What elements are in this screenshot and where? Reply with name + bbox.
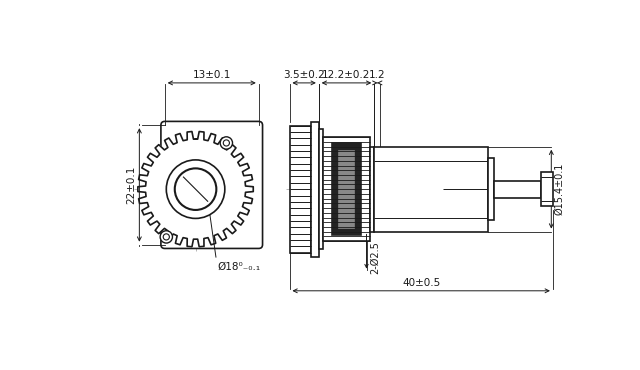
Text: 12.2±0.2: 12.2±0.2 (323, 70, 371, 80)
Bar (369, 147, 374, 232)
Bar (289, 126, 311, 253)
Bar (339, 151, 354, 228)
FancyBboxPatch shape (161, 121, 262, 248)
Circle shape (175, 168, 216, 210)
Polygon shape (138, 131, 253, 247)
Bar (332, 143, 361, 235)
Text: 13±0.1: 13±0.1 (193, 70, 231, 80)
Bar (374, 147, 488, 232)
Circle shape (166, 160, 225, 218)
Bar (323, 137, 369, 241)
Circle shape (160, 231, 172, 243)
Text: 2-Ø2.5: 2-Ø2.5 (369, 241, 380, 274)
Bar (311, 122, 319, 256)
Bar (541, 172, 553, 206)
Circle shape (223, 140, 230, 146)
Bar (488, 158, 494, 220)
Circle shape (220, 137, 232, 149)
Text: 3.5±0.2: 3.5±0.2 (284, 70, 325, 80)
Text: 22±0.1: 22±0.1 (126, 166, 136, 204)
Text: 1.2: 1.2 (369, 70, 385, 80)
Text: Ø18⁰₋₀.₁: Ø18⁰₋₀.₁ (218, 262, 261, 272)
Circle shape (163, 234, 170, 240)
Bar (319, 130, 323, 249)
Bar (494, 181, 541, 198)
Text: Ø15.4±0.1: Ø15.4±0.1 (554, 163, 564, 215)
Text: 40±0.5: 40±0.5 (402, 278, 440, 288)
